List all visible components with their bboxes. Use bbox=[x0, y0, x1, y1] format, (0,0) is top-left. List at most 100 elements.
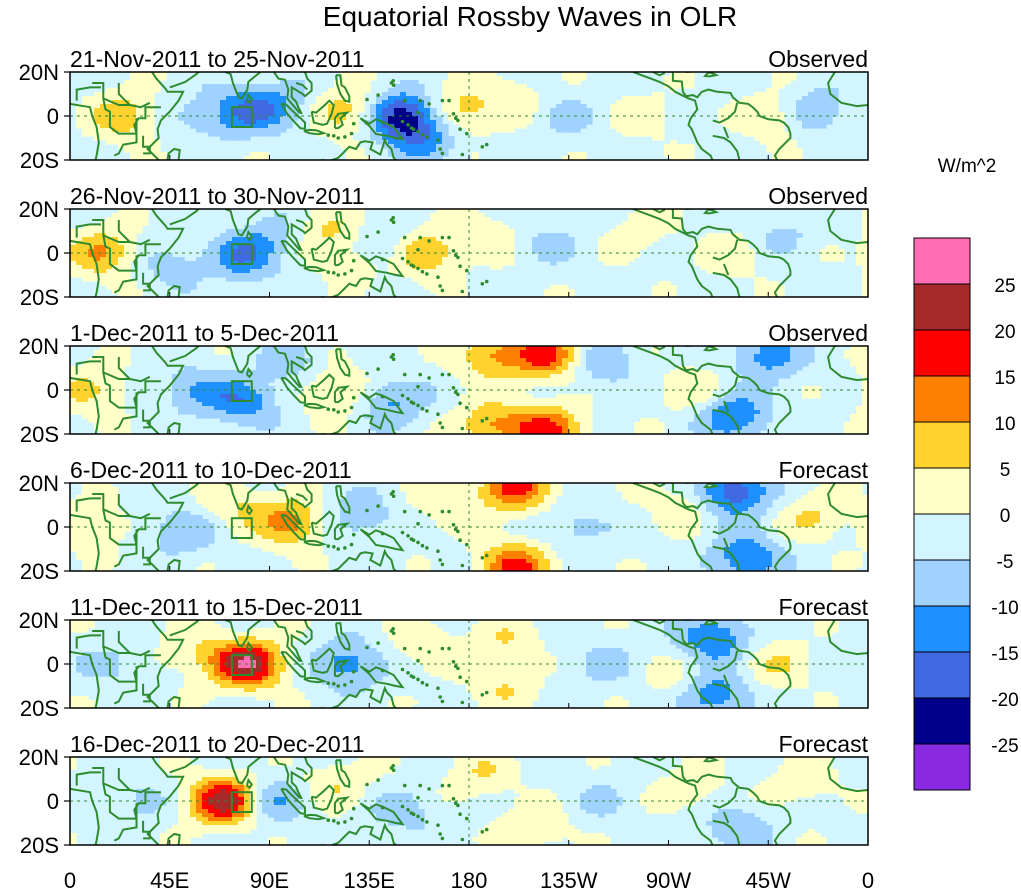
island bbox=[336, 273, 341, 277]
coastline bbox=[117, 631, 131, 654]
island bbox=[336, 410, 341, 414]
island bbox=[447, 783, 451, 788]
coastline bbox=[224, 72, 262, 100]
island bbox=[458, 401, 462, 406]
island bbox=[425, 546, 429, 550]
island bbox=[427, 787, 431, 791]
coastline bbox=[224, 209, 262, 237]
island bbox=[409, 263, 414, 267]
colorbar-swatch bbox=[913, 743, 971, 791]
coastline bbox=[702, 209, 720, 215]
coastline bbox=[70, 102, 100, 160]
island bbox=[400, 119, 405, 124]
lat-label: 20N bbox=[19, 197, 59, 222]
island bbox=[343, 409, 347, 413]
coastline bbox=[169, 757, 200, 774]
lon-label: 0 bbox=[862, 868, 874, 890]
colorbar-swatch bbox=[913, 421, 971, 469]
coastline bbox=[310, 99, 335, 126]
coastline bbox=[117, 83, 131, 106]
coastline bbox=[632, 620, 714, 708]
island bbox=[406, 534, 410, 538]
island bbox=[376, 504, 380, 508]
island bbox=[349, 268, 354, 273]
island bbox=[336, 136, 341, 140]
island bbox=[376, 230, 380, 234]
island bbox=[440, 646, 445, 651]
island bbox=[326, 407, 331, 411]
coastline bbox=[359, 665, 405, 689]
coastline bbox=[303, 813, 328, 821]
colorbar-label: -15 bbox=[991, 644, 1018, 665]
island bbox=[440, 372, 445, 377]
coastline bbox=[321, 548, 397, 571]
coastline bbox=[280, 376, 306, 404]
island bbox=[391, 494, 396, 499]
island bbox=[409, 126, 414, 130]
island bbox=[458, 127, 462, 131]
coastline bbox=[335, 622, 351, 651]
island bbox=[406, 671, 410, 675]
coastline bbox=[827, 346, 868, 382]
island bbox=[438, 558, 442, 562]
coastline bbox=[827, 757, 868, 793]
island bbox=[331, 545, 336, 549]
island bbox=[464, 679, 469, 684]
island bbox=[416, 110, 420, 115]
lat-label: 0 bbox=[47, 652, 59, 677]
coastline bbox=[827, 209, 868, 245]
coastline bbox=[712, 271, 741, 297]
coastline bbox=[142, 683, 151, 703]
panel-1: 20N 0 20S 21-Nov-2011 to 25-Nov-2011 Observe… bbox=[19, 46, 869, 173]
units-label: W/m^2 bbox=[938, 156, 997, 177]
island bbox=[365, 645, 369, 650]
coastline bbox=[166, 558, 181, 571]
coastline bbox=[92, 493, 151, 520]
coastline bbox=[117, 220, 131, 243]
island bbox=[453, 253, 458, 257]
island bbox=[365, 782, 369, 787]
coastline bbox=[102, 98, 138, 157]
coastline bbox=[722, 400, 730, 413]
island bbox=[416, 403, 420, 408]
coastline bbox=[70, 376, 100, 434]
island bbox=[420, 406, 425, 411]
island bbox=[425, 272, 429, 276]
coastline bbox=[333, 522, 351, 541]
lat-label: 0 bbox=[47, 378, 59, 403]
colorbar-swatch bbox=[913, 237, 971, 285]
island bbox=[436, 275, 440, 280]
island bbox=[365, 508, 369, 513]
longitude-axis: 0 45E 90E 135E 180 135W 90W 45W 0 bbox=[64, 868, 874, 890]
coastline bbox=[310, 236, 335, 263]
coastline bbox=[142, 409, 151, 429]
island bbox=[343, 546, 347, 550]
lon-label: 90W bbox=[646, 868, 691, 890]
island bbox=[480, 830, 485, 834]
island bbox=[460, 700, 465, 705]
coastline bbox=[632, 757, 714, 845]
panel-period: 6-Dec-2011 to 10-Dec-2011 bbox=[70, 457, 352, 483]
coastline bbox=[166, 284, 181, 297]
lon-label: 135E bbox=[344, 868, 395, 890]
island bbox=[416, 540, 420, 545]
colorbar-label: 10 bbox=[994, 414, 1015, 435]
colorbar-swatch bbox=[913, 605, 971, 653]
coastline bbox=[224, 346, 262, 374]
island bbox=[402, 235, 407, 240]
island bbox=[438, 147, 442, 151]
coastline bbox=[273, 620, 313, 663]
coastline bbox=[712, 682, 741, 708]
coastline bbox=[333, 111, 351, 130]
coastlines bbox=[70, 620, 868, 708]
island bbox=[391, 353, 395, 357]
lat-label: 20N bbox=[19, 608, 59, 633]
island bbox=[406, 123, 410, 127]
island bbox=[380, 531, 385, 536]
island bbox=[376, 367, 380, 371]
island bbox=[349, 816, 354, 821]
coastline bbox=[280, 513, 306, 541]
colorbar-label: -25 bbox=[991, 736, 1018, 757]
island bbox=[456, 666, 460, 671]
coastline bbox=[722, 263, 730, 276]
